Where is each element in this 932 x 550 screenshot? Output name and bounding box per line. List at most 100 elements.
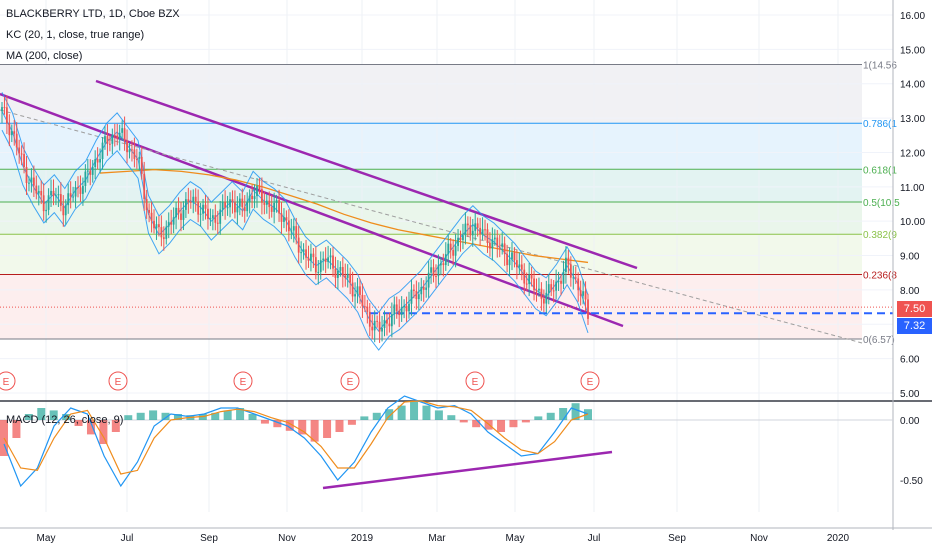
- fib-label: 0.236(8: [863, 270, 897, 281]
- candle-body: [162, 237, 165, 239]
- macd-histogram-bar: [546, 412, 555, 420]
- candle-body: [67, 193, 70, 206]
- candle-body: [99, 159, 101, 163]
- candle-body: [530, 274, 533, 279]
- candle-body: [273, 202, 276, 212]
- candle-body: [542, 298, 545, 304]
- candle-body: [395, 304, 398, 311]
- kc-indicator-legend[interactable]: KC (20, 1, close, true range): [6, 29, 145, 41]
- macd-histogram-bar: [12, 420, 21, 438]
- earnings-marker-label: E: [115, 377, 122, 388]
- candle-body: [432, 267, 435, 277]
- candle-body: [349, 273, 352, 283]
- macd-histogram-bar: [136, 412, 145, 420]
- earnings-marker: [580, 371, 600, 391]
- macd-histogram-bar: [521, 420, 530, 423]
- earnings-marker: [0, 371, 16, 391]
- candle-body: [275, 200, 278, 203]
- candle-body: [123, 128, 126, 141]
- candle-body: [410, 289, 413, 304]
- candle-body: [562, 272, 565, 284]
- candle-body: [184, 199, 187, 210]
- macd-histogram-bar: [335, 420, 344, 432]
- candle-body: [28, 182, 30, 184]
- candle-body: [498, 246, 501, 248]
- candle-body: [373, 320, 376, 331]
- candle-body: [462, 235, 464, 241]
- candle-body: [238, 198, 241, 207]
- candle-body: [437, 265, 440, 277]
- candle-body: [557, 280, 560, 282]
- candle-body: [145, 199, 148, 210]
- ma-indicator-legend[interactable]: MA (200, close): [6, 50, 83, 62]
- candle-body: [42, 195, 45, 212]
- candle-body: [302, 249, 305, 253]
- candle-body: [77, 187, 79, 189]
- support-price-tag: 7.32: [897, 318, 932, 334]
- candle-body: [415, 290, 418, 300]
- candle-body: [569, 264, 572, 278]
- candle-body: [172, 217, 175, 225]
- candle-body: [209, 218, 212, 220]
- candle-body: [508, 259, 511, 266]
- fib-label: 1(14.56: [863, 60, 897, 71]
- candle-body: [523, 269, 526, 284]
- macd-histogram-bar: [347, 420, 356, 425]
- candle-body: [180, 213, 182, 220]
- candle-body: [390, 314, 393, 327]
- candle-body: [545, 292, 548, 304]
- candle-body: [37, 190, 40, 194]
- macd-histogram-bar: [410, 402, 419, 420]
- candle-body: [187, 199, 190, 202]
- candle-body: [160, 227, 163, 238]
- candle-body: [69, 193, 72, 197]
- candle-body: [167, 221, 170, 227]
- candle-body: [243, 207, 246, 212]
- fib-label: 0.786(1: [863, 119, 897, 130]
- y-tick-label: 15.00: [900, 45, 925, 56]
- candle-body: [52, 190, 55, 197]
- candle-body: [177, 207, 180, 214]
- macd-indicator-legend[interactable]: MACD (12, 26, close, 9): [6, 414, 124, 426]
- y-tick-label: 10.00: [900, 217, 925, 228]
- chart-title[interactable]: BLACKBERRY LTD, 1D, Cboe BZX: [6, 8, 180, 20]
- candle-body: [574, 277, 577, 279]
- candle-body: [359, 286, 361, 295]
- macd-histogram-bar: [360, 416, 369, 420]
- candle-body: [253, 196, 256, 200]
- fib-band: [0, 274, 862, 340]
- macd-histogram-bar: [62, 414, 71, 420]
- candle-body: [425, 287, 428, 290]
- candle-body: [258, 186, 261, 190]
- macd-histogram-bar: [260, 420, 269, 424]
- candle-body: [535, 290, 538, 292]
- candle-body: [45, 209, 48, 212]
- candle-body: [207, 208, 209, 219]
- candle-body: [525, 283, 528, 285]
- candle-body: [153, 220, 155, 229]
- candle-body: [447, 243, 450, 255]
- macd-histogram-bar: [534, 416, 543, 420]
- candle-body: [229, 199, 231, 208]
- candle-body: [8, 123, 11, 136]
- candle-body: [572, 277, 575, 279]
- macd-histogram-bar: [397, 405, 406, 420]
- candle-body: [216, 222, 219, 224]
- candle-body: [285, 217, 288, 221]
- candle-body: [430, 267, 432, 273]
- candle-body: [256, 186, 258, 197]
- candle-body: [457, 237, 459, 246]
- candle-body: [101, 142, 104, 160]
- candle-body: [224, 201, 227, 208]
- candle-body: [383, 319, 386, 328]
- candle-body: [444, 254, 447, 266]
- earnings-marker: [465, 371, 485, 391]
- macd-histogram-bar: [74, 420, 83, 426]
- macd-histogram-bar: [310, 420, 319, 442]
- candle-body: [386, 319, 388, 324]
- candle-body: [334, 268, 337, 278]
- candle-body: [376, 320, 379, 322]
- candle-body: [106, 136, 109, 144]
- candle-body: [560, 280, 562, 284]
